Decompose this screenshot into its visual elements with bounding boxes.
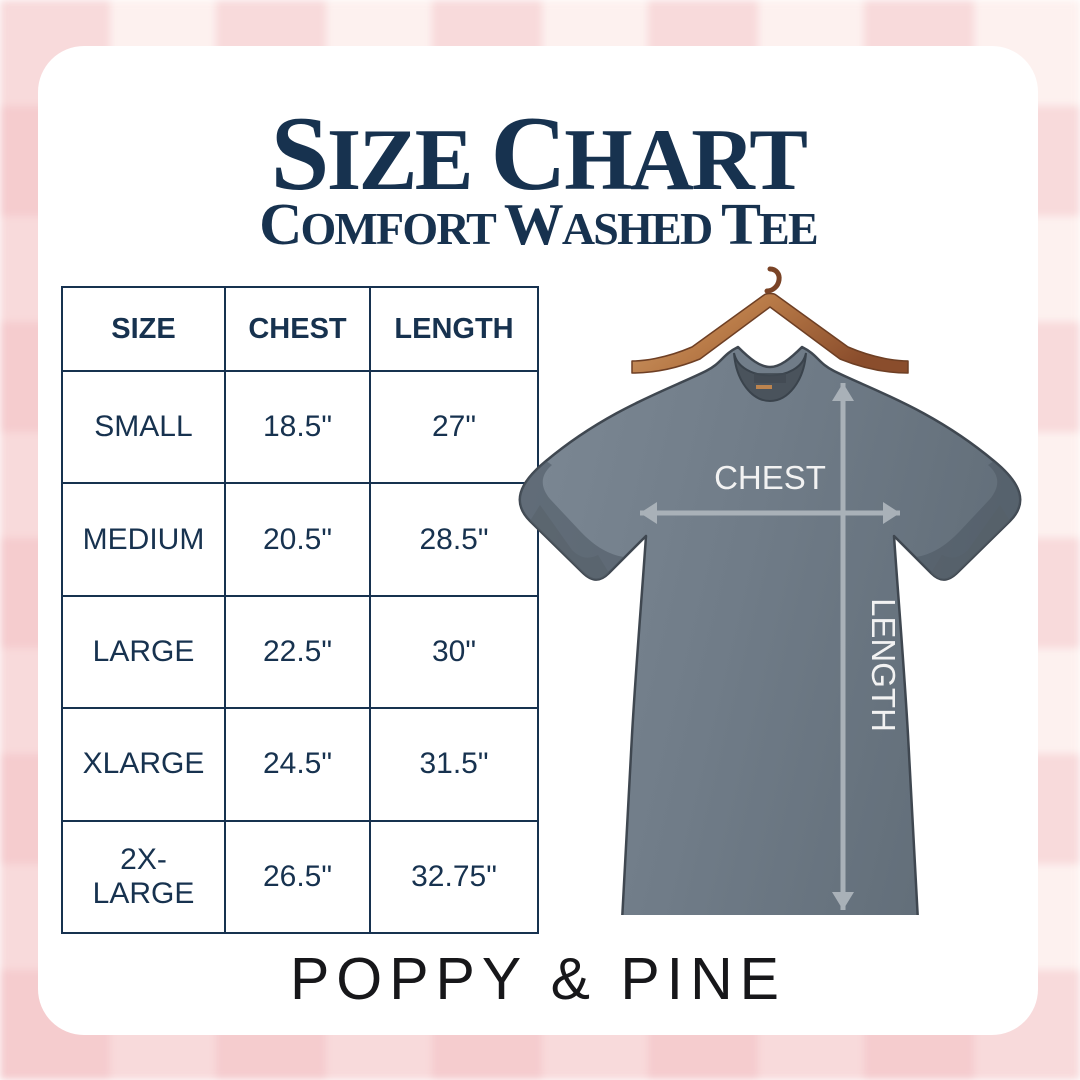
svg-text:LENGTH: LENGTH xyxy=(865,598,902,732)
svg-text:CHEST: CHEST xyxy=(714,459,826,496)
